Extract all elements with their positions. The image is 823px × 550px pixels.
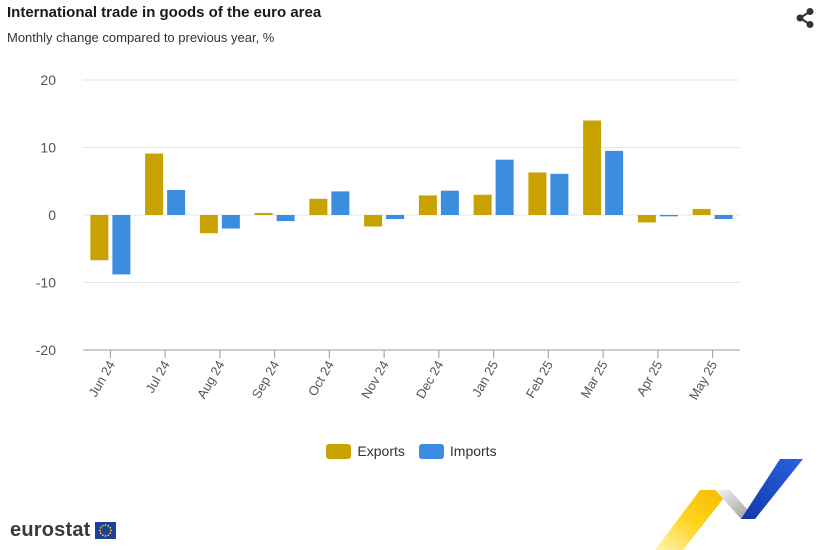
bar-imports-aug-24[interactable] — [221, 215, 240, 229]
bar-exports-sep-24[interactable] — [254, 212, 273, 215]
y-tick-label: -20 — [36, 342, 56, 358]
bar-imports-mar-25[interactable] — [605, 150, 624, 215]
eurostat-logo: eurostat — [10, 519, 116, 542]
y-tick-label: 0 — [48, 207, 56, 223]
x-tick-label: Nov 24 — [358, 358, 392, 401]
x-tick-label: Aug 24 — [194, 358, 228, 401]
legend-item-exports[interactable]: Exports — [326, 443, 405, 459]
x-tick-label: Apr 25 — [633, 358, 665, 399]
bar-exports-mar-25[interactable] — [583, 120, 602, 216]
x-tick-label: Jul 24 — [142, 358, 172, 396]
bar-imports-jan-25[interactable] — [495, 159, 514, 215]
imports-swatch — [418, 443, 444, 459]
y-tick-label: 10 — [40, 140, 56, 156]
y-tick-label: 20 — [40, 72, 56, 88]
x-tick-label: Mar 25 — [577, 358, 610, 401]
eu-flag-icon — [94, 522, 116, 539]
bar-exports-dec-24[interactable] — [418, 195, 437, 215]
bar-imports-jul-24[interactable] — [167, 190, 186, 215]
legend-label-imports: Imports — [449, 443, 497, 459]
bar-imports-sep-24[interactable] — [276, 215, 295, 222]
x-tick-label: Feb 25 — [523, 358, 556, 401]
bar-imports-jun-24[interactable] — [112, 215, 131, 275]
share-icon[interactable] — [794, 7, 816, 29]
bar-exports-jan-25[interactable] — [473, 194, 492, 215]
chart-title: International trade in goods of the euro… — [7, 4, 322, 21]
x-tick-label: Dec 24 — [413, 358, 447, 401]
bar-exports-feb-25[interactable] — [528, 172, 547, 215]
legend-label-exports: Exports — [357, 443, 405, 459]
bar-imports-may-25[interactable] — [714, 215, 733, 220]
x-tick-label: May 25 — [686, 358, 720, 402]
bar-imports-nov-24[interactable] — [386, 215, 405, 220]
legend: Exports Imports — [0, 443, 823, 459]
bar-imports-feb-25[interactable] — [550, 173, 569, 215]
legend-item-imports[interactable]: Imports — [418, 443, 497, 459]
bar-exports-apr-25[interactable] — [637, 215, 656, 223]
x-tick-label: Sep 24 — [249, 358, 283, 401]
bar-exports-aug-24[interactable] — [199, 215, 218, 234]
bar-imports-apr-25[interactable] — [659, 215, 678, 217]
bar-exports-jul-24[interactable] — [145, 153, 164, 215]
bar-exports-may-25[interactable] — [692, 208, 711, 215]
bar-imports-dec-24[interactable] — [440, 190, 459, 215]
bar-exports-jun-24[interactable] — [90, 215, 109, 261]
logo-text: eurostat — [10, 519, 91, 541]
chart-subtitle: Monthly change compared to previous year… — [7, 30, 275, 45]
exports-swatch — [326, 443, 352, 459]
x-tick-label: Jan 25 — [469, 358, 502, 399]
chart-area: -20 -10 0 10 20 Jun 24 Jul 24 Aug 24 Sep 24 Oct … — [36, 72, 740, 402]
y-tick-label: -10 — [36, 275, 56, 291]
bar-exports-nov-24[interactable] — [364, 215, 383, 227]
eurostat-swoosh-graphic — [655, 459, 803, 550]
x-tick-label: Jun 24 — [85, 358, 118, 399]
bar-exports-oct-24[interactable] — [309, 198, 328, 215]
bar-imports-oct-24[interactable] — [331, 191, 350, 215]
x-tick-label: Oct 24 — [305, 358, 337, 399]
